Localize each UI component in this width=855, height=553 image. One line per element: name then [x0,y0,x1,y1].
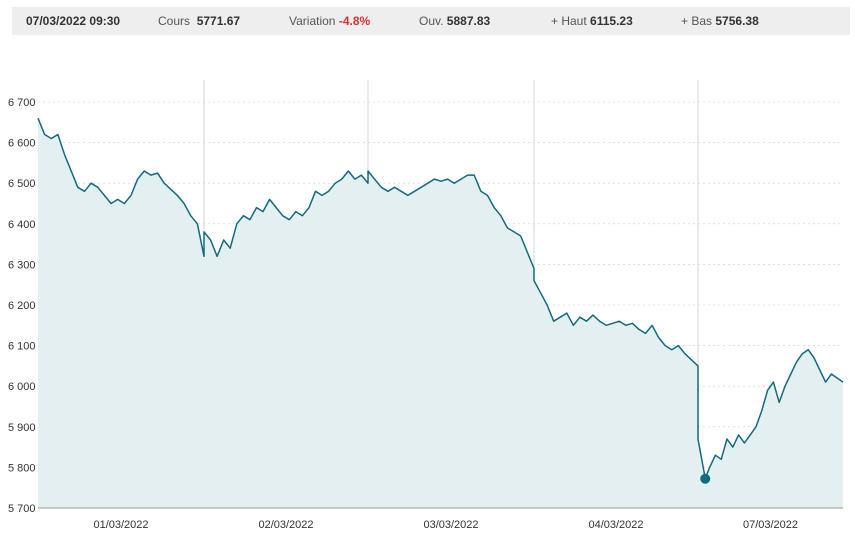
variation-value: -4.8% [338,14,371,28]
x-axis-ticks: 01/03/2022 02/03/2022 03/03/2022 04/03/2022… [93,519,798,531]
y-tick-label: 6 300 [8,259,36,271]
y-axis-ticks: 5 700 5 800 5 900 6 000 6 100 6 200 6 300 6 400… [8,97,36,515]
ouverture-field: Ouv. 5887.83 [419,7,490,35]
price-line[interactable] [37,117,844,480]
cours-label: Cours [158,14,191,28]
y-tick-label: 6 000 [8,381,36,393]
y-tick-label: 5 800 [8,462,36,474]
variation-label: Variation [289,14,336,28]
haut-value: 6115.23 [590,14,633,28]
y-tick-label: 6 400 [8,219,36,231]
x-tick-label: 01/03/2022 [93,519,148,531]
variation-field: Variation -4.8% [289,7,370,35]
bas-field: + Bas 5756.38 [681,7,759,35]
y-tick-label: 6 500 [8,178,36,190]
x-tick-label: 03/03/2022 [423,519,478,531]
x-tick-label: 07/03/2022 [743,519,798,531]
ouverture-value: 5887.83 [446,14,491,28]
cours-value: 5771.67 [196,14,241,28]
ouverture-label: Ouv. [419,14,444,28]
price-area [38,118,843,508]
x-tick-label: 02/03/2022 [258,519,313,531]
y-tick-label: 6 600 [8,138,36,150]
y-tick-label: 5 900 [8,422,36,434]
quote-info-bar: 07/03/2022 09:30 Cours 5771.67 Variation… [12,7,850,35]
y-tick-label: 6 100 [8,341,36,353]
cours-field: Cours 5771.67 [158,7,240,35]
current-price-marker[interactable] [700,473,711,484]
bas-label: + Bas [681,14,713,28]
bas-value: 5756.38 [715,14,759,28]
x-tick-label: 04/03/2022 [588,519,643,531]
y-tick-label: 5 700 [8,503,36,515]
y-tick-label: 6 700 [8,97,36,109]
haut-label: + Haut [551,14,587,28]
haut-field: + Haut 6115.23 [551,7,633,35]
y-tick-label: 6 200 [8,300,36,312]
quote-datetime: 07/03/2022 09:30 [26,14,121,28]
